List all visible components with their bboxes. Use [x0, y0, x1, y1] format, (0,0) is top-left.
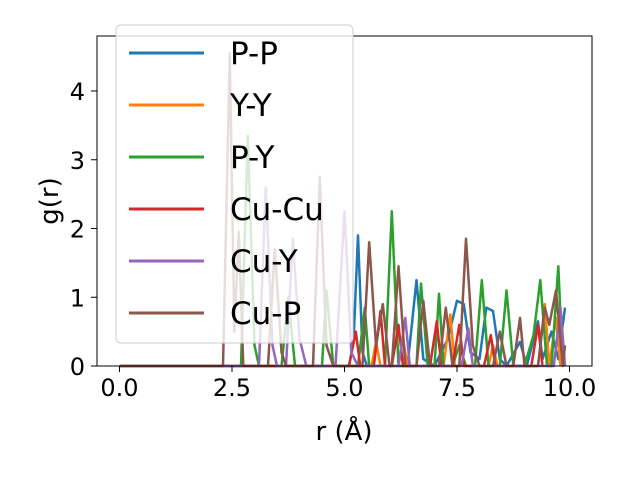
x-tick-label: 0.0	[100, 374, 138, 402]
y-tick-label: 2	[70, 216, 85, 244]
x-tick-label: 7.5	[438, 374, 476, 402]
legend-label-y-y: Y-Y	[229, 88, 272, 124]
y-tick-label: 3	[70, 147, 85, 175]
legend-label-p-p: P-P	[230, 36, 278, 72]
legend-label-cu-cu: Cu-Cu	[230, 192, 324, 228]
legend: P-P Y-Y P-Y Cu-Cu Cu-Y Cu-P	[115, 24, 354, 344]
x-axis-label: r (Å)	[315, 415, 372, 447]
x-tick-label: 2.5	[213, 374, 251, 402]
x-axis-ticks: 0.0 2.5 5.0 7.5 10.0	[100, 366, 596, 402]
y-tick-label: 0	[70, 353, 85, 381]
x-tick-label: 5.0	[325, 374, 363, 402]
y-axis-ticks: 0 1 2 3 4	[70, 78, 97, 381]
y-tick-label: 4	[70, 78, 85, 106]
legend-label-cu-y: Cu-Y	[230, 244, 298, 280]
x-tick-label: 10.0	[543, 374, 596, 402]
legend-label-cu-p: Cu-P	[230, 296, 301, 332]
y-axis-label: g(r)	[35, 177, 65, 224]
legend-label-p-y: P-Y	[230, 140, 275, 176]
y-tick-label: 1	[70, 284, 85, 312]
